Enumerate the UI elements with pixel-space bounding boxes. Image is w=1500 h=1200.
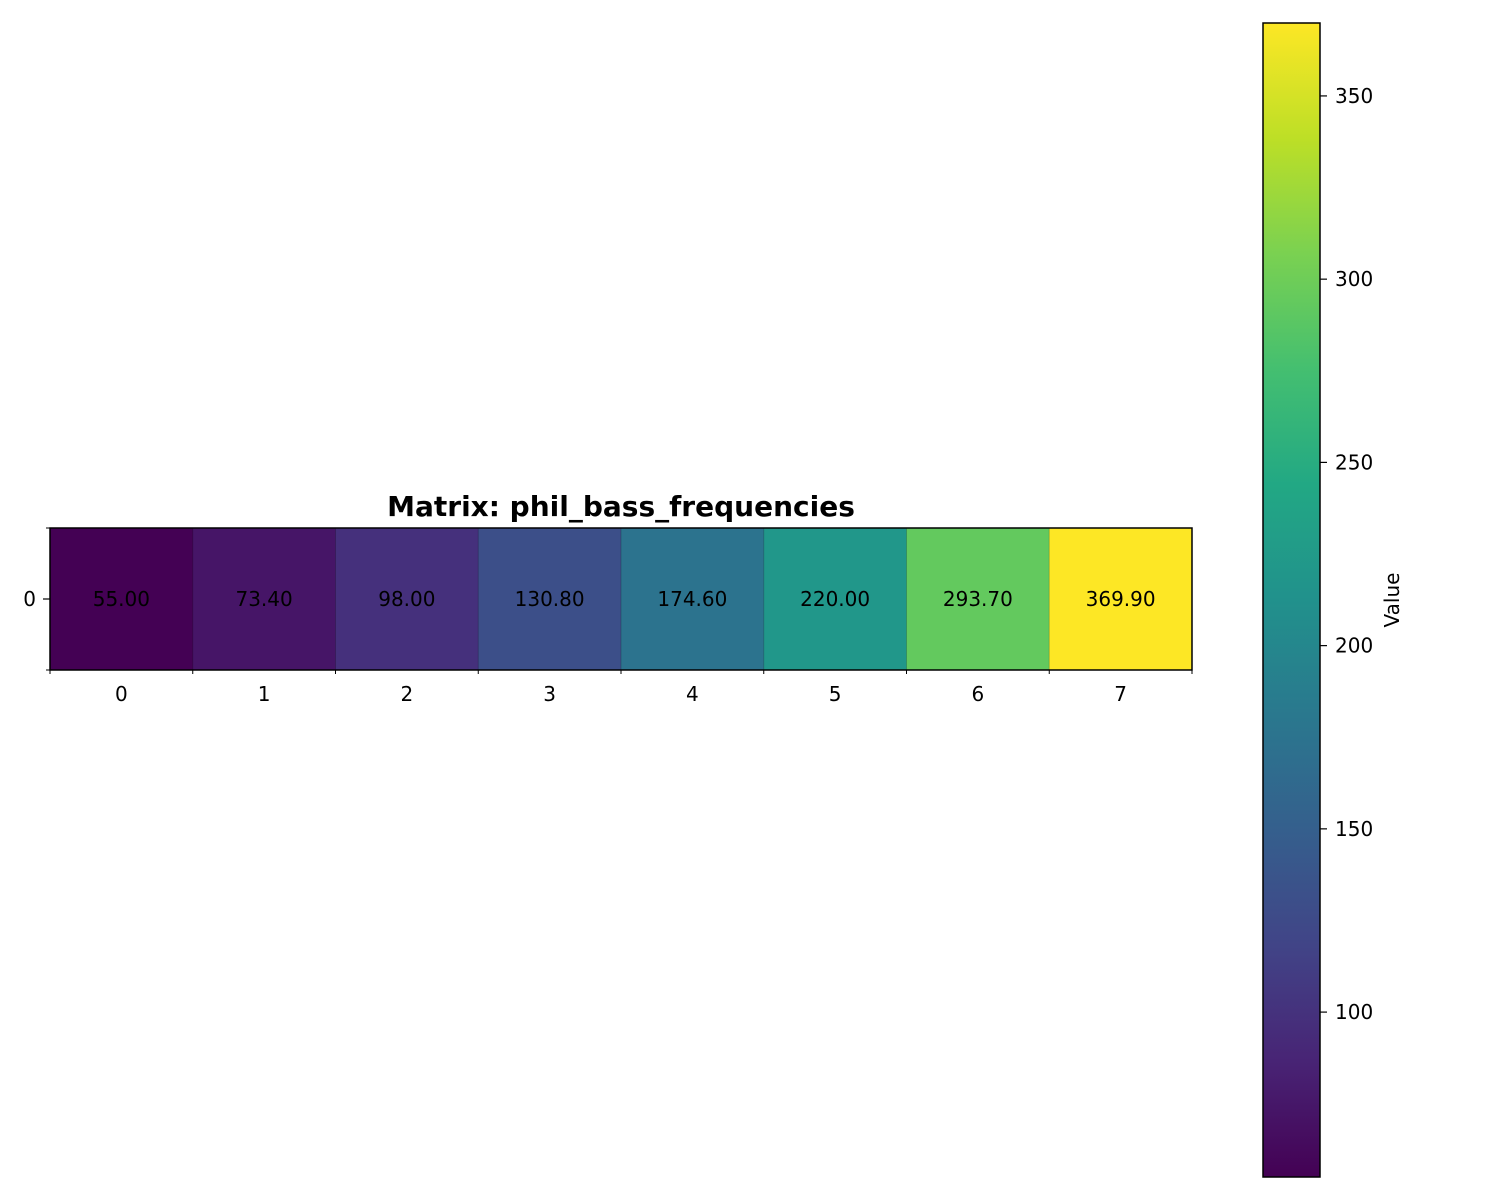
cell-value-label: 98.00: [378, 587, 435, 611]
x-tick-label: 5: [829, 682, 842, 706]
heatmap-cell: [906, 528, 1050, 670]
y-tick-label: 0: [23, 587, 36, 611]
heatmap-cell: [335, 528, 479, 670]
colorbar-ticks: 100 150 200 250 300 350: [1320, 84, 1373, 1024]
colorbar-frame: [1262, 22, 1321, 1178]
x-tick-label: 0: [115, 682, 128, 706]
x-tick-label: 2: [401, 682, 414, 706]
heatmap-cell: [478, 528, 622, 670]
heatmap-cell: [621, 528, 765, 670]
colorbar-tick-label: 300: [1335, 267, 1373, 291]
cell-value-label: 55.00: [93, 587, 150, 611]
colorbar-tick-label: 200: [1335, 634, 1373, 658]
x-tick-label: 6: [972, 682, 985, 706]
colorbar: 100 150 200 250 300 350 Value: [1262, 22, 1404, 1178]
x-tick-label: 4: [686, 682, 699, 706]
colorbar-tick-label: 250: [1335, 450, 1373, 474]
cell-value-label: 174.60: [657, 587, 727, 611]
x-tick-label: 7: [1114, 682, 1127, 706]
x-tick-label: 3: [543, 682, 556, 706]
heatmap-cells: [50, 528, 1193, 670]
chart-title: Matrix: phil_bass_frequencies: [387, 490, 855, 523]
cell-value-label: 73.40: [235, 587, 292, 611]
cell-value-label: 220.00: [800, 587, 870, 611]
colorbar-tick-label: 350: [1335, 84, 1373, 108]
cell-value-label: 130.80: [515, 587, 585, 611]
x-axis: 0 1 2 3 4 5 6 7: [49, 670, 1193, 706]
colorbar-tick-label: 100: [1335, 1000, 1373, 1024]
cell-value-label: 293.70: [943, 587, 1013, 611]
colorbar-tick-label: 150: [1335, 817, 1373, 841]
x-tick-label: 1: [258, 682, 271, 706]
heatmap-cell: [763, 528, 907, 670]
heatmap-cell-labels: 55.00 73.40 98.00 130.80 174.60 220.00 293.70 3…: [93, 587, 1156, 611]
y-axis: 0: [23, 527, 50, 671]
colorbar-gradient: [1263, 23, 1320, 1177]
colorbar-label: Value: [1380, 573, 1404, 628]
heatmap-cell: [50, 528, 194, 670]
cell-value-label: 369.90: [1086, 587, 1156, 611]
heatmap-cell: [1049, 528, 1193, 670]
heatmap-cell: [192, 528, 336, 670]
